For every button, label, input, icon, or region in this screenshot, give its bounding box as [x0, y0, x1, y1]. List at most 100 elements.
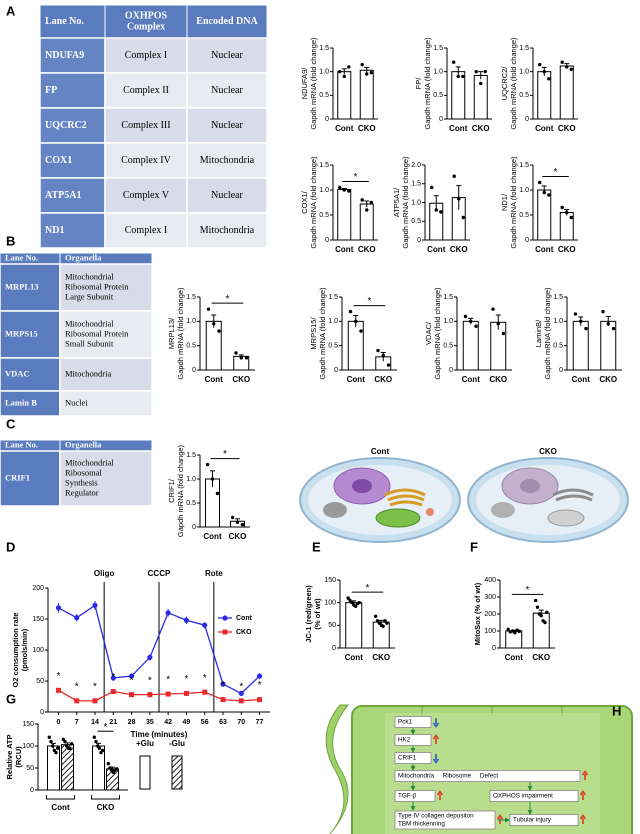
y-tick-label: 0.5 — [433, 92, 443, 99]
trend-arrow — [579, 814, 587, 824]
injection-label: Oligo — [94, 569, 115, 578]
table-header-text: Encoded DNA — [196, 16, 258, 27]
data-point — [244, 356, 249, 360]
data-point — [474, 324, 478, 328]
significance-label: * — [239, 681, 243, 692]
data-point — [353, 604, 358, 608]
marker — [257, 697, 263, 703]
table-cell — [59, 390, 153, 417]
table-header-text: Lane No. — [45, 16, 84, 27]
y-axis-label: ATP5A1/ — [392, 187, 401, 217]
legend-label: CKO — [236, 629, 252, 636]
data-point — [491, 307, 495, 311]
lane-name: ND1 — [45, 225, 64, 236]
x-tick-label: Cont — [462, 375, 481, 384]
y-tick-label: 1.5 — [328, 294, 338, 301]
data-point — [359, 329, 363, 333]
table-text: Complex V — [123, 190, 170, 201]
data-point — [542, 190, 546, 195]
data-point — [439, 210, 443, 214]
data-point — [463, 314, 468, 319]
significance-label: * — [166, 675, 170, 686]
y-tick-label: 1.0 — [433, 69, 443, 76]
marker — [55, 605, 62, 611]
panel-label: F — [470, 539, 478, 554]
data-point — [50, 744, 55, 748]
y-tick-label: 1.0 — [328, 318, 338, 325]
y-axis-label: NDUFA9/ — [300, 67, 309, 100]
cell-label: CKO — [539, 447, 557, 456]
data-point — [461, 215, 465, 220]
x-tick-label: CKO — [450, 245, 468, 254]
y-tick-label: 0 — [334, 367, 338, 374]
x-tick-label: Cont — [535, 124, 554, 133]
x-tick-label: Cont — [505, 653, 524, 662]
lane-name: MRPL13 — [5, 281, 39, 291]
y-tick-label: 1.0 — [443, 318, 453, 325]
y-axis-label: CRIF1/ — [167, 478, 176, 503]
lane-name: MRPS15 — [5, 328, 38, 338]
pathway-node-label: TGF-β — [398, 793, 417, 800]
lane-name: COX1 — [45, 155, 72, 166]
table-text: Synthesis — [65, 477, 98, 487]
data-point — [235, 520, 240, 524]
significance-label: * — [104, 722, 108, 733]
injection-label: Rote — [205, 569, 223, 578]
data-point — [373, 614, 378, 618]
y-tick-label: 1.5 — [319, 45, 329, 52]
marker — [74, 698, 80, 704]
y-tick-label: 0 — [417, 237, 421, 244]
bar — [462, 320, 479, 371]
y-axis-label: Gapdh mRNA (fold change) — [176, 287, 185, 380]
y-axis-label: Gapdh mRNA (fold change) — [176, 444, 185, 537]
trend-arrow — [579, 790, 587, 800]
y-tick-label: 0.5 — [328, 343, 338, 350]
y-axis-label: Gapdh mRNA (fold change) — [509, 156, 518, 249]
table-text: Complex IV — [121, 155, 171, 166]
series-line — [58, 689, 260, 702]
y-tick-label: 0 — [525, 237, 529, 244]
panel-label: B — [6, 233, 15, 248]
y-axis-label: O2 consumption rate — [11, 612, 20, 687]
table-text: Ribosomal Protein — [65, 281, 129, 291]
y-tick-label: 1.5 — [433, 45, 443, 52]
y-axis-label: MitoSox (% of wt) — [473, 582, 482, 645]
significance-label: * — [226, 294, 230, 305]
y-tick-label: 0 — [192, 367, 196, 374]
data-point — [547, 77, 551, 81]
y-tick-label: 1.5 — [319, 162, 329, 169]
x-tick-label: 70 — [237, 719, 245, 726]
significance-label: * — [526, 585, 530, 596]
marker — [202, 689, 208, 695]
y-axis-label: Gapdh mRNA (fold change) — [543, 287, 552, 380]
y-tick-label: 50 — [328, 622, 336, 629]
table-cell — [104, 37, 188, 74]
pathway-node-label: CRIF1 — [398, 755, 417, 762]
lane-name: UQCRC2 — [45, 120, 87, 131]
y-axis-label: Gapdh mRNA (fold change) — [318, 287, 327, 380]
data-point — [97, 746, 102, 750]
marker — [220, 697, 226, 703]
y-tick-label: 0 — [325, 237, 329, 244]
y-axis-label: COX1/ — [300, 190, 309, 213]
bar — [532, 612, 550, 649]
data-point — [205, 462, 210, 467]
panel-label: D — [6, 539, 15, 554]
pathway-node-label: Pck1 — [398, 719, 412, 726]
y-tick-label: 1.0 — [553, 318, 563, 325]
marker — [110, 689, 116, 695]
table-cell — [186, 37, 268, 74]
y-axis-label: UQCRC2/ — [500, 66, 509, 101]
legend-label: -Glu — [169, 739, 185, 748]
x-tick-label: Cont — [427, 245, 446, 254]
x-tick-label: CKO — [229, 532, 247, 541]
y-tick-label: 0 — [449, 367, 453, 374]
table-cell — [0, 310, 61, 359]
table-text: Mitochondria — [200, 225, 255, 236]
injection-label: CCCP — [148, 569, 171, 578]
data-point — [579, 319, 583, 324]
significance-label: * — [111, 672, 115, 683]
data-point — [381, 624, 385, 628]
data-point — [584, 326, 588, 331]
significance-label: * — [366, 583, 370, 594]
